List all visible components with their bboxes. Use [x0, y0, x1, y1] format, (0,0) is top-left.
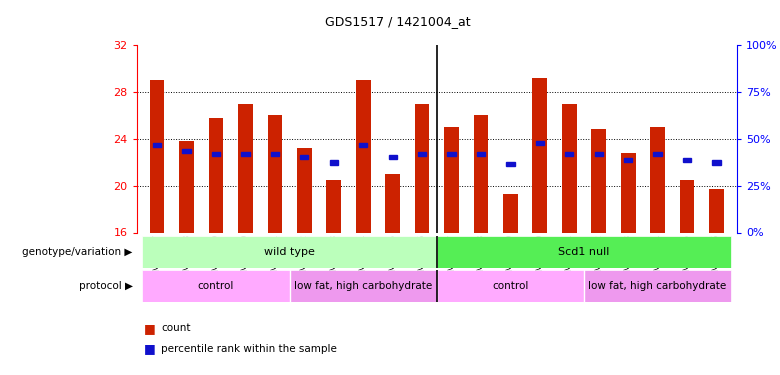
- Text: ■: ■: [144, 342, 156, 355]
- Bar: [591, 129, 606, 232]
- Text: control: control: [198, 281, 234, 291]
- Bar: [238, 104, 253, 232]
- Bar: [326, 180, 341, 232]
- Text: Scd1 null: Scd1 null: [558, 247, 610, 257]
- Bar: [503, 194, 518, 232]
- Text: low fat, high carbohydrate: low fat, high carbohydrate: [588, 281, 727, 291]
- Bar: [679, 180, 694, 232]
- Bar: [297, 148, 312, 232]
- Bar: [415, 104, 430, 232]
- Bar: [150, 80, 165, 232]
- Bar: [268, 116, 282, 232]
- Text: wild type: wild type: [264, 247, 315, 257]
- Bar: [212, 152, 220, 156]
- Bar: [506, 162, 515, 166]
- Bar: [473, 116, 488, 232]
- Bar: [624, 158, 633, 162]
- Text: low fat, high carbohydrate: low fat, high carbohydrate: [294, 281, 432, 291]
- Bar: [143, 236, 437, 268]
- Bar: [356, 80, 370, 232]
- Bar: [444, 127, 459, 232]
- Bar: [359, 143, 367, 147]
- Text: genotype/variation ▶: genotype/variation ▶: [22, 247, 133, 257]
- Bar: [562, 104, 576, 232]
- Bar: [651, 127, 665, 232]
- Bar: [584, 270, 731, 302]
- Text: GDS1517 / 1421004_at: GDS1517 / 1421004_at: [325, 15, 470, 28]
- Bar: [448, 152, 456, 156]
- Bar: [536, 141, 544, 145]
- Bar: [208, 118, 223, 232]
- Bar: [709, 189, 724, 232]
- Bar: [437, 270, 584, 302]
- Bar: [437, 236, 731, 268]
- Text: ■: ■: [144, 322, 156, 334]
- Bar: [654, 152, 661, 156]
- Bar: [241, 152, 250, 156]
- Bar: [683, 158, 691, 162]
- Bar: [621, 153, 636, 232]
- Bar: [153, 143, 161, 147]
- Bar: [330, 160, 338, 165]
- Bar: [143, 270, 289, 302]
- Bar: [289, 270, 437, 302]
- Bar: [418, 152, 426, 156]
- Bar: [183, 149, 190, 153]
- Text: control: control: [492, 281, 529, 291]
- Bar: [385, 174, 400, 232]
- Text: protocol ▶: protocol ▶: [79, 281, 133, 291]
- Text: percentile rank within the sample: percentile rank within the sample: [161, 344, 337, 354]
- Bar: [712, 160, 721, 165]
- Bar: [388, 154, 397, 159]
- Bar: [533, 78, 548, 232]
- Bar: [477, 152, 485, 156]
- Bar: [179, 141, 194, 232]
- Bar: [566, 152, 573, 156]
- Bar: [300, 154, 308, 159]
- Text: count: count: [161, 323, 191, 333]
- Bar: [271, 152, 279, 156]
- Bar: [594, 152, 603, 156]
